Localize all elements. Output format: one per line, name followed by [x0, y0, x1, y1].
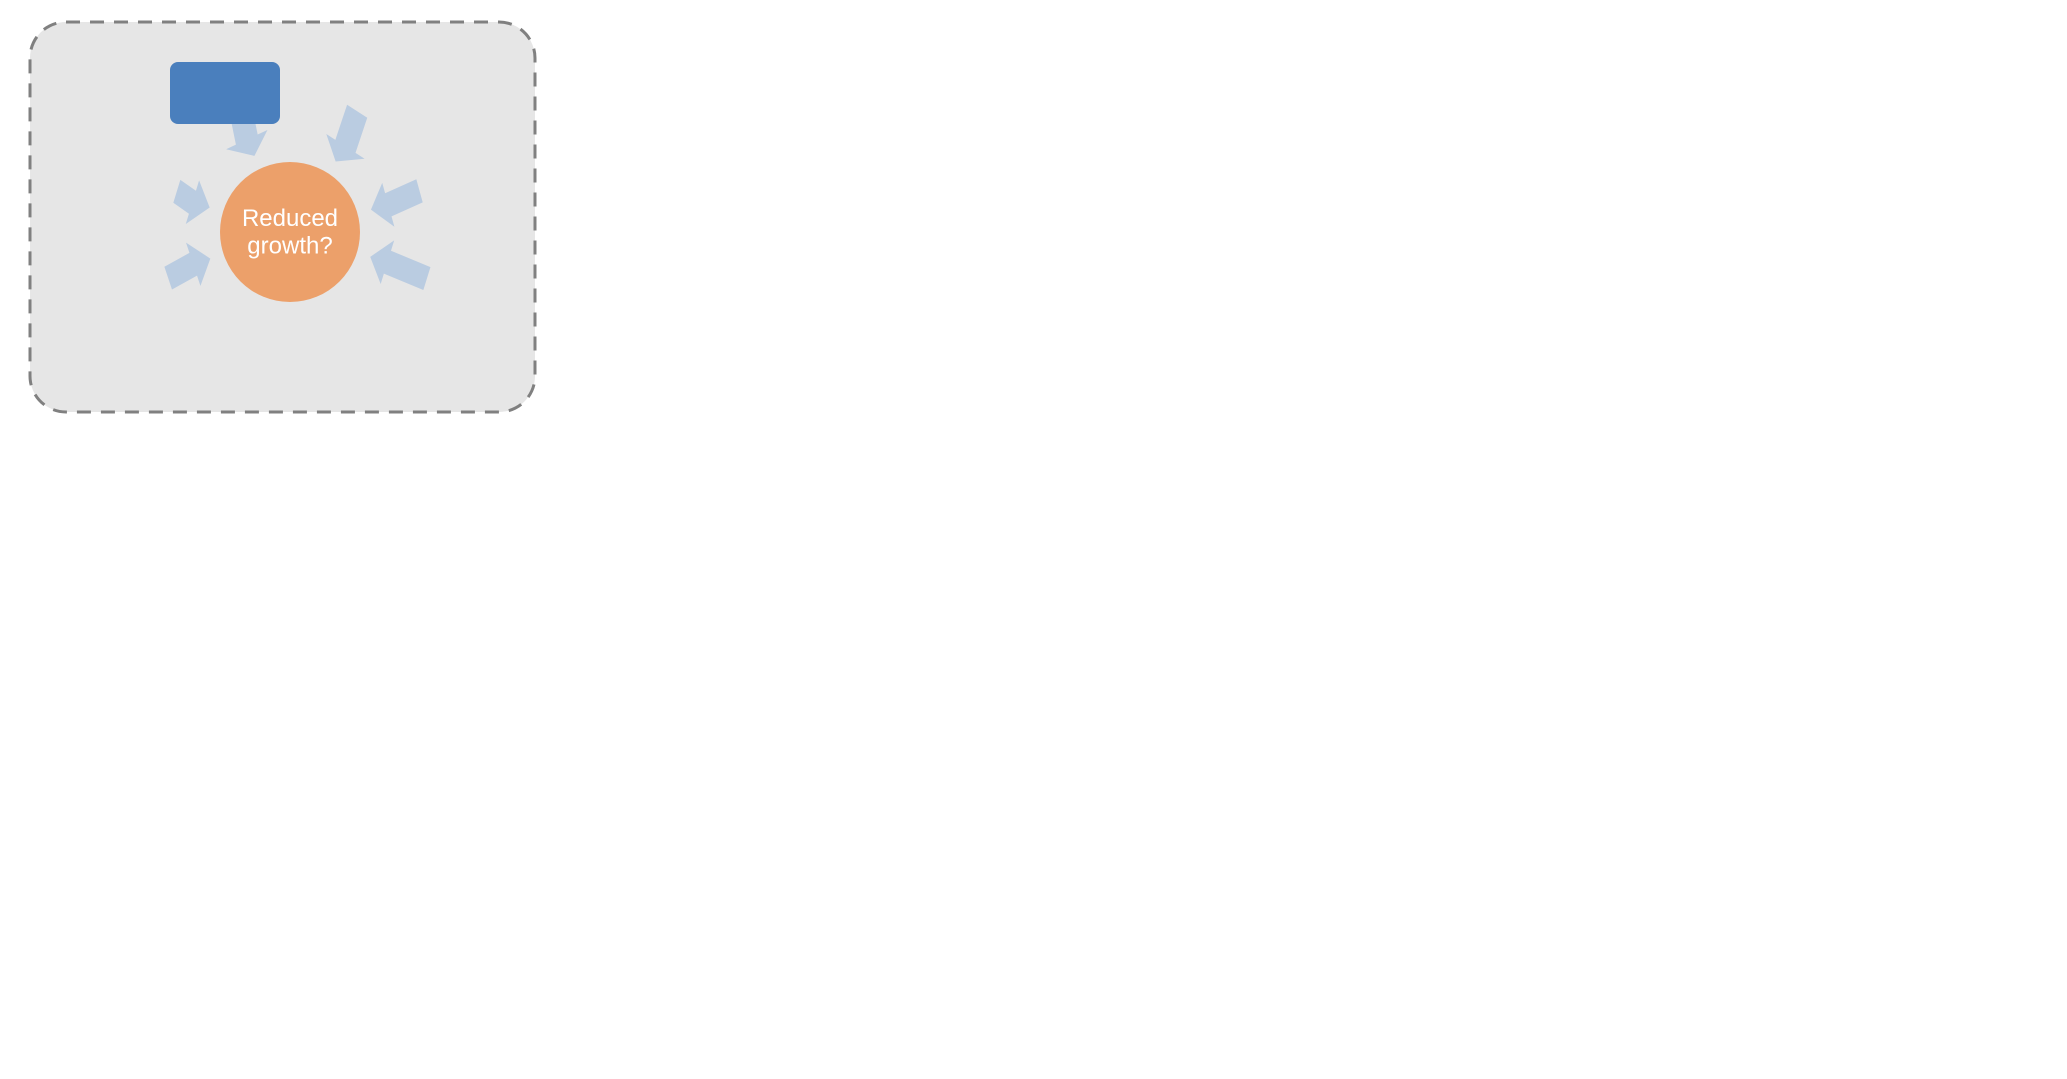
- inset-box-ws: [170, 62, 280, 124]
- inset-center-text: Reducedgrowth?: [242, 205, 338, 260]
